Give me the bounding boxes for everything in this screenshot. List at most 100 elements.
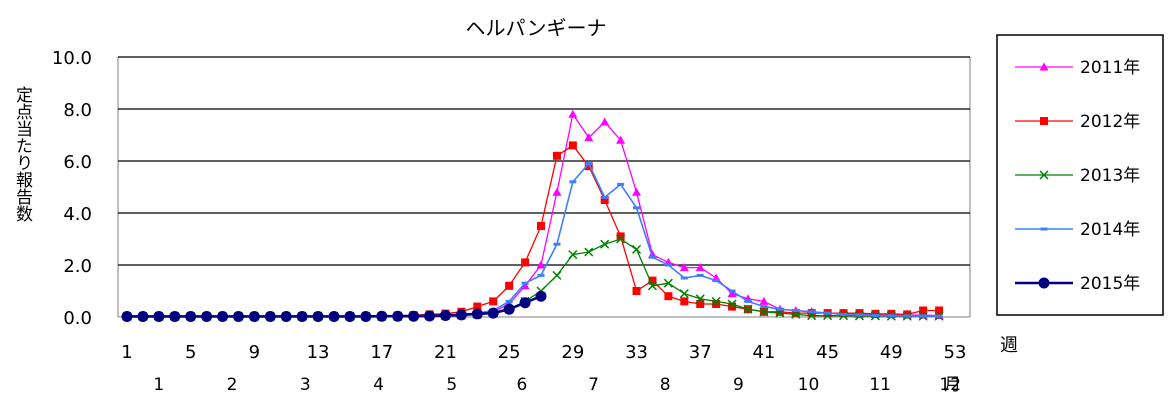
data-point xyxy=(760,305,768,309)
data-point xyxy=(376,310,388,322)
data-point xyxy=(648,255,656,259)
x-tick-label: 45 xyxy=(816,342,839,363)
data-point xyxy=(617,182,625,186)
x-marker-stroke xyxy=(695,294,705,304)
data-point xyxy=(728,302,737,311)
x-marker-stroke xyxy=(568,250,578,260)
data-point xyxy=(521,281,529,285)
data-point xyxy=(185,310,197,322)
legend-label: 2012年 xyxy=(1080,112,1140,132)
legend-label: 2014年 xyxy=(1080,220,1140,240)
x-marker-stroke xyxy=(727,299,737,309)
data-point xyxy=(871,309,880,318)
x-marker-stroke xyxy=(663,278,673,288)
data-point xyxy=(728,289,736,293)
data-point xyxy=(455,309,467,321)
month-labels: 1 2 3 4 5 6 7 8 9 10 11 12月 xyxy=(153,375,961,395)
y-tick-label: 6.0 xyxy=(63,152,92,173)
data-point xyxy=(232,310,244,322)
data-point xyxy=(712,300,721,308)
data-point xyxy=(871,313,879,317)
data-point xyxy=(776,307,784,311)
data-point xyxy=(503,303,515,315)
x-marker-stroke xyxy=(759,307,769,317)
plot-area xyxy=(117,56,971,318)
data-point xyxy=(919,314,927,318)
series-group xyxy=(121,109,944,322)
data-point xyxy=(727,289,737,298)
data-point xyxy=(217,310,229,322)
data-point xyxy=(887,309,896,318)
data-point xyxy=(680,276,688,280)
data-point xyxy=(424,310,436,322)
x-ticks: 1 5 9 13 17 21 25 29 33 37 41 45 49 53 xyxy=(121,342,966,363)
x-tick-label: 9 xyxy=(249,342,260,363)
month-label: 12 xyxy=(939,375,961,395)
month-label: 4 xyxy=(373,375,384,395)
data-point xyxy=(535,290,547,302)
data-point xyxy=(569,180,577,184)
data-point xyxy=(568,250,578,260)
legend-label: 2013年 xyxy=(1080,166,1140,186)
data-point xyxy=(744,299,752,303)
x-marker-stroke xyxy=(1039,170,1049,180)
x-tick-label: 41 xyxy=(752,342,775,363)
x-marker-stroke xyxy=(584,247,594,257)
data-point xyxy=(568,141,577,150)
data-point xyxy=(616,135,626,144)
data-point xyxy=(1040,227,1048,231)
month-label: 10 xyxy=(798,375,820,395)
data-point xyxy=(471,308,483,320)
data-point xyxy=(919,306,928,315)
y-tick-label: 2.0 xyxy=(63,256,92,277)
data-point xyxy=(712,279,720,283)
data-point xyxy=(935,306,944,315)
data-point xyxy=(711,296,721,306)
month-label: 11 xyxy=(869,375,891,395)
month-label: 7 xyxy=(588,375,599,395)
data-point xyxy=(312,310,324,322)
data-point xyxy=(568,109,578,118)
x-tick-label: 37 xyxy=(689,342,712,363)
series-2015年 xyxy=(121,290,547,322)
data-point xyxy=(487,307,499,319)
data-point xyxy=(696,273,704,277)
data-point xyxy=(696,300,705,308)
x-tick-label: 25 xyxy=(498,342,521,363)
data-point xyxy=(935,314,943,318)
data-point xyxy=(505,299,513,303)
data-point xyxy=(727,299,737,309)
month-label: 2 xyxy=(227,375,238,395)
data-point xyxy=(616,234,626,244)
data-point xyxy=(392,310,404,322)
data-point xyxy=(664,263,672,267)
data-point xyxy=(663,278,673,288)
data-point xyxy=(695,263,705,272)
data-point xyxy=(537,273,545,277)
legend-label: 2015年 xyxy=(1080,274,1140,294)
data-point xyxy=(600,239,610,249)
y-tick-label: 4.0 xyxy=(63,204,92,225)
legend-item: 2014年 xyxy=(1015,220,1140,240)
data-point xyxy=(1040,117,1048,125)
data-point xyxy=(201,310,213,322)
data-point xyxy=(791,309,800,318)
data-point xyxy=(664,292,673,301)
data-point xyxy=(344,310,356,322)
data-point xyxy=(553,242,561,246)
data-point xyxy=(600,196,609,204)
data-point xyxy=(1038,277,1050,289)
data-point xyxy=(633,206,641,210)
data-point xyxy=(695,294,705,304)
data-point xyxy=(519,297,531,309)
x-marker-stroke xyxy=(743,304,753,314)
x-unit-label: 週 xyxy=(1000,335,1018,356)
data-point xyxy=(520,281,530,290)
month-unit-label: 月 xyxy=(944,375,961,395)
x-marker-stroke xyxy=(632,244,642,254)
data-point xyxy=(552,187,562,196)
data-point xyxy=(169,310,181,322)
x-tick-label: 13 xyxy=(307,342,330,363)
data-point xyxy=(489,297,498,306)
data-point xyxy=(903,314,911,318)
